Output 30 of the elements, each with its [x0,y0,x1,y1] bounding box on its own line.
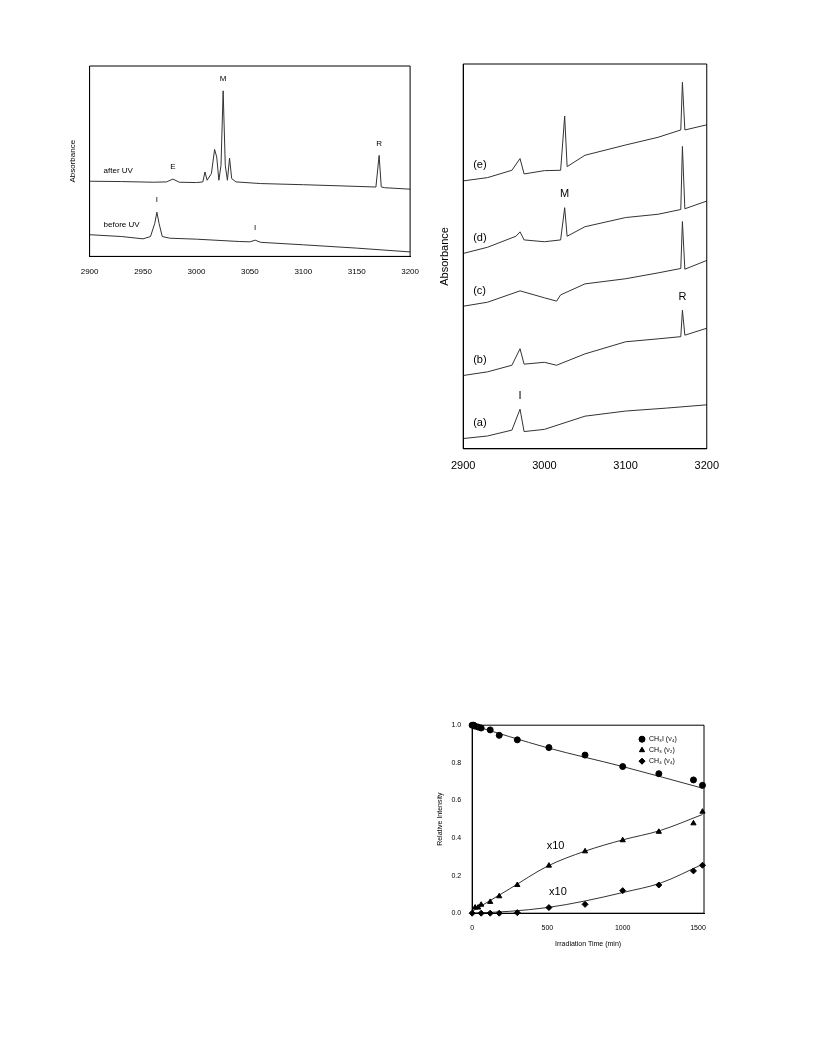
annotation: I [155,195,159,205]
annotation: E [170,162,176,172]
series-label: after UV [103,166,134,176]
series-label: before UV [103,219,141,229]
annotation: M [560,187,570,200]
x-tick-label: 2950 [134,267,153,277]
x-tick-label: 3200 [401,267,420,277]
x-tick-label: 3150 [347,267,367,277]
x-tick-label: 3000 [187,267,206,277]
x-tick-label: 3000 [532,459,557,472]
x-tick-label: 3100 [294,267,313,277]
series-label: (b) [473,353,487,366]
annotation: I [254,223,257,233]
annotation: R [678,289,687,302]
annotation: I [518,388,522,401]
annotation: R [376,138,383,148]
series-label: (a) [473,416,487,429]
annotation: x10 [546,838,565,851]
annotation: M [219,74,227,84]
series-label: (d) [473,231,487,243]
x-tick-label: 2900 [80,267,100,277]
series-label: (c) [473,283,487,296]
series-label: (e) [473,158,487,171]
x-tick-label: 3200 [694,459,720,472]
x-tick-label: 2900 [450,459,476,472]
x-tick-label: 3100 [613,459,638,472]
x-tick-label: 3050 [240,267,260,277]
y-axis-title: Absorbance [437,227,450,286]
annotation: x10 [549,884,567,897]
y-axis-title: Absorbance [68,139,77,183]
